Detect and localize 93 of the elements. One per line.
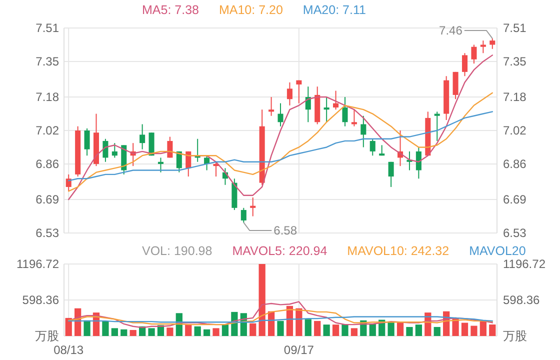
candlestick — [480, 40, 486, 54]
candlestick — [296, 80, 302, 104]
bar — [84, 320, 90, 336]
candlestick — [351, 109, 357, 127]
annotation: 7.46 — [439, 23, 463, 38]
y2-tick-label: 598.36 — [503, 293, 540, 307]
candlestick — [360, 115, 366, 148]
y2-tick-label: 7.51 — [503, 21, 527, 35]
y-tick-label: 7.51 — [36, 21, 60, 35]
candlestick — [342, 96, 348, 127]
text: MA10: 7.20 — [218, 3, 283, 17]
bar — [452, 318, 459, 336]
bar — [323, 324, 330, 336]
text: MAVOL5: 220.94 — [232, 244, 328, 258]
candlestick — [416, 146, 422, 180]
candlestick — [388, 161, 394, 188]
candlestick — [286, 82, 292, 106]
text: MAVOL10: 242.32 — [347, 244, 450, 258]
y-tick-label: 万股 — [35, 329, 59, 343]
candlestick — [471, 44, 477, 64]
x-tick-label: 09/17 — [284, 343, 314, 357]
candlestick — [250, 196, 256, 217]
candlestick — [490, 38, 496, 50]
line-series — [68, 92, 493, 192]
y2-tick-label: 6.53 — [503, 226, 527, 240]
candlestick — [278, 102, 284, 127]
y2-tick-label: 7.35 — [503, 54, 527, 68]
bar — [304, 319, 312, 336]
line-series — [68, 54, 493, 200]
y-tick-label: 7.35 — [36, 54, 60, 68]
candlestick — [268, 96, 274, 116]
bar — [470, 326, 478, 336]
bar — [314, 320, 321, 336]
y2-tick-label: 7.02 — [503, 124, 527, 138]
candlestick — [158, 157, 164, 173]
y2-tick-label: 6.69 — [503, 192, 527, 207]
y-tick-label: 6.86 — [36, 156, 60, 171]
bar — [406, 326, 413, 336]
annotation: 6.58 — [274, 224, 298, 238]
bar — [111, 328, 118, 336]
bar — [120, 329, 128, 336]
candlestick — [434, 111, 440, 142]
candlestick — [84, 128, 90, 156]
candlestick — [333, 90, 339, 110]
bar — [489, 324, 496, 336]
candlestick — [324, 96, 330, 123]
bar — [194, 326, 201, 336]
bar — [185, 324, 192, 336]
y2-tick-label: 6.86 — [503, 156, 527, 171]
text: VOL: 190.98 — [142, 244, 212, 258]
bar — [332, 324, 340, 336]
bar — [250, 323, 256, 336]
bar — [102, 320, 109, 336]
candlestick — [176, 150, 182, 173]
candlestick — [204, 155, 210, 171]
bar — [277, 320, 284, 336]
text: MA5: 7.38 — [142, 3, 200, 17]
bar — [258, 264, 266, 336]
bar — [461, 322, 468, 336]
candlestick — [148, 132, 154, 156]
text: MA20: 7.11 — [302, 3, 366, 17]
bar — [65, 318, 72, 336]
bar — [350, 328, 358, 336]
candlestick — [370, 138, 376, 156]
text: MAVOL20 — [469, 244, 526, 258]
bar — [130, 330, 136, 336]
candlestick — [452, 71, 458, 100]
candlestick — [462, 52, 468, 77]
candlestick — [240, 207, 246, 224]
bar — [415, 324, 422, 336]
candlestick — [140, 124, 146, 150]
bar — [342, 324, 348, 336]
candlestick — [102, 138, 108, 162]
y2-tick-label: 1196.72 — [503, 257, 546, 271]
y-tick-label: 7.18 — [36, 90, 60, 104]
bar — [203, 329, 210, 336]
bar — [480, 320, 486, 336]
y-tick-label: 598.36 — [22, 293, 60, 307]
bar — [434, 326, 440, 336]
bar — [166, 328, 174, 336]
bar — [369, 324, 376, 336]
y-tick-label: 6.53 — [36, 226, 60, 240]
y-tick-label: 6.69 — [36, 192, 60, 207]
x-tick-label: 08/13 — [54, 343, 84, 357]
line-series — [68, 308, 493, 326]
bar — [212, 328, 220, 336]
bar — [222, 324, 229, 336]
y2-tick-label: 7.18 — [503, 90, 527, 104]
y2-tick-label: 万股 — [503, 329, 527, 343]
y-tick-label: 7.02 — [36, 124, 60, 138]
y-tick-label: 1196.72 — [16, 257, 60, 271]
candlestick — [112, 142, 118, 158]
bar — [148, 328, 155, 336]
